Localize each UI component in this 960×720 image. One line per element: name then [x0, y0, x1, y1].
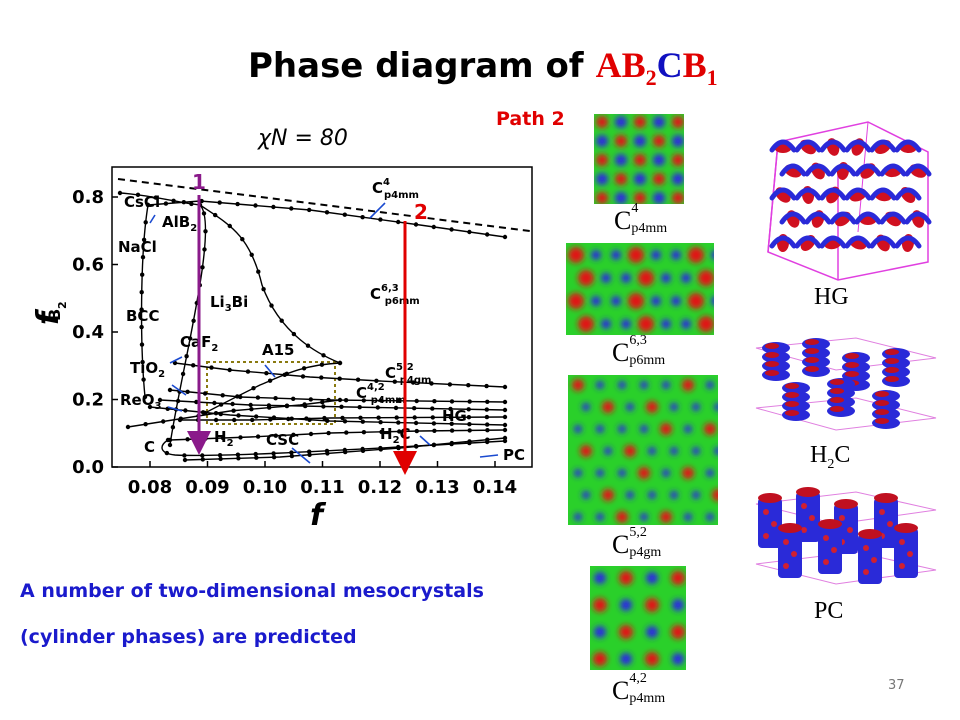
- svg-text:B: B: [45, 309, 64, 321]
- pattern-c63-label: C 6,3 p6mm: [612, 333, 666, 369]
- chi-n-label: χN = 80: [257, 126, 348, 151]
- label-pointers: [149, 202, 499, 464]
- structure-pc-label: PC: [814, 598, 844, 624]
- pattern-c4-label: C 4 p4mm: [614, 201, 668, 237]
- boundary-mid: [159, 399, 506, 411]
- label-a15: A15: [262, 341, 294, 359]
- label-c63p6mm: C6,3 p6mm: [370, 283, 420, 307]
- boundary-li3bi: [199, 204, 341, 364]
- y-tick-label: 0.6: [72, 255, 104, 276]
- label-c4p4mm: C4 p4mm: [372, 177, 419, 201]
- boundary-points: [117, 190, 508, 463]
- y-axis-ticks: 0.0 0.2 0.4 0.6 0.8: [72, 187, 118, 478]
- y-tick-label: 0.8: [72, 187, 104, 208]
- label-reo3: ReO3: [120, 391, 161, 412]
- y-tick-label: 0.4: [72, 322, 104, 343]
- pattern-c4-image: [594, 114, 684, 204]
- x-tick-label: 0.09: [185, 477, 229, 498]
- label-nacl: NaCl: [118, 238, 157, 256]
- pattern-c52-label: C 5,2 p4gm: [612, 525, 662, 561]
- pattern-c42-image: [590, 566, 686, 670]
- x-tick-label: 0.08: [128, 477, 172, 498]
- path-1-marker: 1: [192, 170, 206, 194]
- x-tick-label: 0.11: [300, 477, 344, 498]
- label-c: C: [144, 438, 155, 456]
- path-2-marker: 2: [414, 200, 428, 224]
- boundary-nacl: [140, 204, 149, 398]
- x-axis-ticks: 0.08 0.09 0.10 0.11 0.12 0.13 0.14: [128, 461, 517, 498]
- path-2-label: Path 2: [496, 108, 565, 130]
- summary-line-1: A number of two-dimensional mesocrystals: [20, 580, 484, 602]
- pattern-c63-image: [566, 243, 731, 335]
- x-tick-label: 0.13: [415, 477, 459, 498]
- y-tick-label: 0.2: [72, 390, 104, 411]
- structure-hg-render: [767, 121, 932, 281]
- x-tick-label: 0.12: [358, 477, 402, 498]
- structure-hg-label: HG: [814, 284, 849, 310]
- x-tick-label: 0.10: [243, 477, 287, 498]
- phase-diagram: χN = 80 0.08 0.09 0.10 0.11 0.12 0.13 0.14 0.0…: [31, 126, 533, 533]
- x-axis-label: f: [310, 498, 327, 533]
- label-c42p4mm: C4,2 p4mm: [356, 382, 406, 406]
- x-tick-label: 0.14: [473, 477, 517, 498]
- boundary-caf2: [174, 362, 506, 388]
- label-pc: PC: [503, 446, 525, 464]
- svg-text:f: f: [31, 308, 66, 325]
- y-axis-label: f B 2: [31, 301, 69, 325]
- title-formula: AB2CB1: [595, 45, 718, 90]
- label-csc: CSC: [266, 431, 299, 449]
- summary-line-2: (cylinder phases) are predicted: [20, 626, 357, 648]
- label-tio2: TiO2: [130, 359, 165, 380]
- boundary-c: [161, 439, 506, 457]
- label-caf2: CaF2: [180, 333, 218, 354]
- y-tick-label: 0.0: [72, 457, 104, 478]
- label-h2: H2: [214, 428, 234, 449]
- structure-pc-render: [755, 487, 937, 585]
- page-number: 37: [888, 678, 905, 693]
- structure-h2c-label: H2C: [810, 442, 851, 472]
- dashed-boundary: [117, 178, 531, 232]
- label-cscl: CsCl: [124, 193, 160, 211]
- slide-title: Phase diagram of AB2CB1: [248, 44, 718, 91]
- label-hg: HG: [442, 407, 467, 425]
- label-bcc: BCC: [126, 307, 159, 325]
- title-text: Phase diagram of: [248, 46, 584, 86]
- structure-h2c-render: [755, 337, 937, 431]
- pattern-c52-image: [568, 375, 724, 525]
- label-li3bi: Li3Bi: [210, 293, 248, 314]
- label-alb2: AlB2: [162, 213, 197, 234]
- pattern-c42-label: C 4,2 p4mm: [612, 671, 666, 707]
- svg-text:2: 2: [56, 301, 69, 309]
